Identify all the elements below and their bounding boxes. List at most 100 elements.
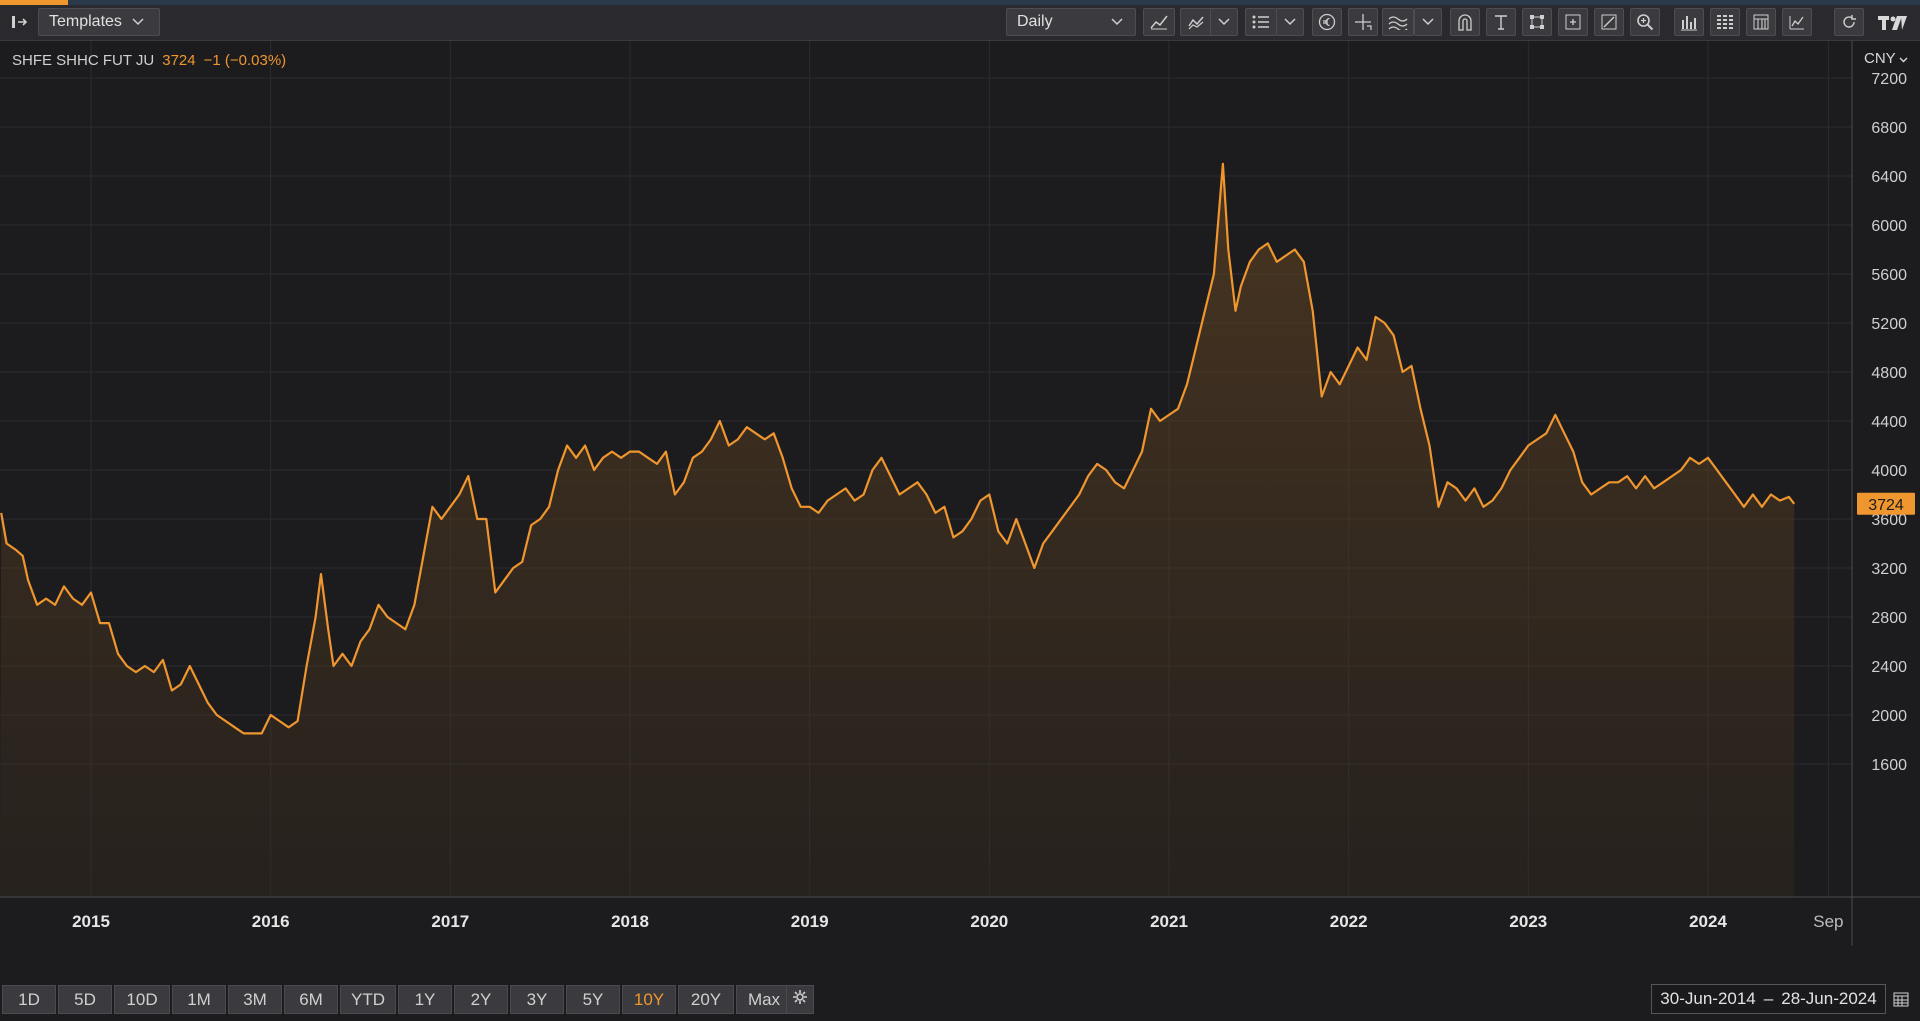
- studies-icon: [1388, 14, 1408, 30]
- bar-chart-button[interactable]: [1674, 8, 1704, 36]
- text-button[interactable]: [1486, 8, 1516, 36]
- range-button-ytd[interactable]: YTD: [340, 985, 396, 1014]
- range-button-3m[interactable]: 3M: [228, 985, 282, 1014]
- list-icon: [1252, 15, 1270, 29]
- templates-dropdown[interactable]: Templates: [38, 8, 160, 36]
- gear-icon: [792, 989, 808, 1010]
- y-tick-label: 2800: [1871, 610, 1907, 627]
- reset-button[interactable]: [1834, 8, 1864, 36]
- annotation-button[interactable]: [1558, 8, 1588, 36]
- shapes-icon: [1528, 13, 1546, 31]
- interval-label: Daily: [1017, 13, 1053, 30]
- table-icon: [1716, 14, 1734, 30]
- list-menu-button[interactable]: [1276, 8, 1304, 36]
- chart-area[interactable]: 1600 2000 2400 2800 3200 3600 4000 4400 4800 5200…: [0, 41, 1920, 946]
- chevron-down-icon: [1422, 18, 1434, 26]
- date-range-field[interactable]: 30-Jun-2014 – 28-Jun-2024: [1651, 984, 1886, 1014]
- range-button-1d[interactable]: 1D: [2, 985, 56, 1014]
- chevron-down-icon: [132, 18, 144, 26]
- y-tick-label: 4400: [1871, 414, 1907, 431]
- last-price: 3724: [162, 52, 196, 69]
- chart-type-icon: [1186, 14, 1206, 30]
- tradingview-logo-icon: [1877, 14, 1911, 30]
- date-separator: –: [1763, 989, 1774, 1008]
- range-settings-button[interactable]: [786, 985, 814, 1014]
- calendar-grid-icon: [1752, 13, 1770, 31]
- magnet-button[interactable]: [1450, 8, 1480, 36]
- range-button-20y[interactable]: 20Y: [678, 985, 734, 1014]
- chart-type-button[interactable]: [1180, 8, 1212, 36]
- measure-button[interactable]: [1594, 8, 1624, 36]
- date-from: 30-Jun-2014: [1660, 989, 1756, 1008]
- zoom-button[interactable]: [1630, 8, 1660, 36]
- y-tick-label: 1600: [1871, 757, 1907, 774]
- range-button-10y[interactable]: 10Y: [622, 985, 676, 1014]
- list-button[interactable]: [1245, 8, 1277, 36]
- currency-label: CNY: [1864, 50, 1896, 67]
- table-button[interactable]: [1710, 8, 1740, 36]
- calendar-grid-button[interactable]: [1746, 8, 1776, 36]
- range-button-5d[interactable]: 5D: [58, 985, 112, 1014]
- chevron-down-icon: [1284, 18, 1296, 26]
- zoom-icon: [1636, 13, 1654, 31]
- top-strip: [0, 0, 1920, 5]
- y-tick-label: 6400: [1871, 169, 1907, 186]
- x-tick-label: 2016: [252, 912, 290, 931]
- y-tick-label: 7200: [1871, 71, 1907, 88]
- currency-button[interactable]: [1312, 8, 1342, 36]
- legend: SHFE SHHC FUT JU 3724 −1 (−0.03%): [12, 52, 286, 69]
- shapes-button[interactable]: [1522, 8, 1552, 36]
- y-tick-label: 4800: [1871, 365, 1907, 382]
- y-tick-label: 3200: [1871, 561, 1907, 578]
- chevron-down-icon: [1218, 18, 1230, 26]
- calendar-icon[interactable]: [1893, 991, 1909, 1012]
- x-tick-label: 2024: [1689, 912, 1727, 931]
- x-tick-label: 2021: [1150, 912, 1188, 931]
- chart-type-menu-button[interactable]: [1210, 8, 1238, 36]
- price-chart[interactable]: 1600 2000 2400 2800 3200 3600 4000 4400 4800 5200…: [0, 41, 1920, 946]
- interval-dropdown[interactable]: Daily: [1006, 8, 1136, 36]
- compare-icon: [1788, 13, 1806, 31]
- range-button-6m[interactable]: 6M: [284, 985, 338, 1014]
- y-tick-label: 5600: [1871, 267, 1907, 284]
- magnet-icon: [1456, 13, 1474, 31]
- range-button-10d[interactable]: 10D: [114, 985, 170, 1014]
- studies-button[interactable]: [1382, 8, 1414, 36]
- x-tick-label: Sep: [1813, 912, 1843, 931]
- last-value-badge: [1857, 492, 1915, 515]
- tradingview-logo[interactable]: [1874, 8, 1914, 36]
- panel-toggle-button[interactable]: [6, 8, 34, 36]
- range-button-3y[interactable]: 3Y: [510, 985, 564, 1014]
- x-tick-label: 2023: [1509, 912, 1547, 931]
- studies-menu-button[interactable]: [1414, 8, 1442, 36]
- crosshair-icon: [1354, 13, 1372, 31]
- range-button-5y[interactable]: 5Y: [566, 985, 620, 1014]
- line-chart-icon: [1149, 14, 1169, 30]
- templates-label: Templates: [49, 13, 122, 30]
- y-tick-label: 2400: [1871, 659, 1907, 676]
- y-tick-label: 6800: [1871, 120, 1907, 137]
- price-line: [0, 162, 1796, 735]
- range-button-max[interactable]: Max: [736, 985, 792, 1014]
- bottom-bar: 1D 5D 10D 1M 3M 6M YTD 1Y 2Y 3Y 5Y 10Y 20Y Max 30-Jun…: [0, 981, 1920, 1021]
- currency-icon: [1318, 13, 1336, 31]
- crosshair-button[interactable]: [1348, 8, 1378, 36]
- top-accent: [0, 0, 68, 5]
- line-chart-button[interactable]: [1143, 8, 1175, 36]
- last-value-label: 3724: [1868, 497, 1904, 514]
- range-button-2y[interactable]: 2Y: [454, 985, 508, 1014]
- currency-selector[interactable]: CNY: [1864, 50, 1908, 67]
- x-tick-label: 2022: [1330, 912, 1368, 931]
- bar-chart-icon: [1680, 13, 1698, 31]
- x-tick-label: 2018: [611, 912, 649, 931]
- range-button-1y[interactable]: 1Y: [398, 985, 452, 1014]
- reset-icon: [1840, 13, 1858, 31]
- toolbar: Templates Daily: [0, 5, 1920, 41]
- annotation-icon: [1564, 13, 1582, 31]
- y-tick-label: 3600: [1871, 512, 1907, 529]
- compare-button[interactable]: [1782, 8, 1812, 36]
- x-tick-label: 2019: [791, 912, 829, 931]
- y-tick-label: 4000: [1871, 463, 1907, 480]
- y-tick-label: 6000: [1871, 218, 1907, 235]
- range-button-1m[interactable]: 1M: [172, 985, 226, 1014]
